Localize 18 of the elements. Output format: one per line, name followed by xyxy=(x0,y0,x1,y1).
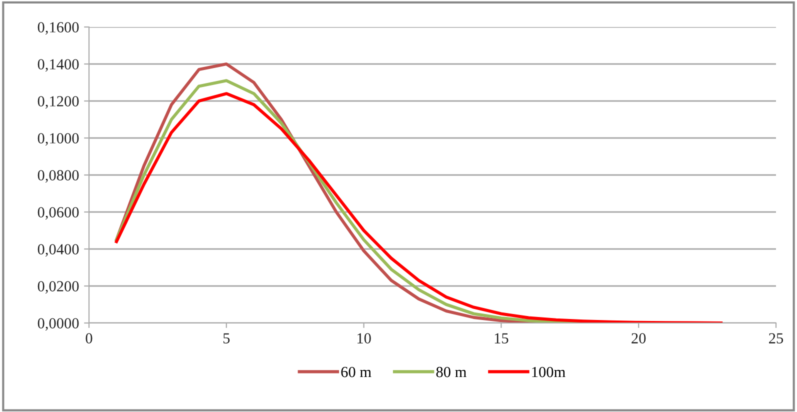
y-tick-label: 0,1600 xyxy=(38,22,79,35)
x-tick-label: 10 xyxy=(358,333,371,344)
y-tick-label: 0,0600 xyxy=(38,207,79,220)
y-tick-label: 0,1400 xyxy=(38,59,79,72)
y-tick-label: 0,0800 xyxy=(38,170,79,183)
legend-label: 60 m xyxy=(341,366,372,378)
legend-label: 80 m xyxy=(436,366,466,378)
y-tick-label: 0,0000 xyxy=(38,318,79,331)
y-tick-label: 0,0400 xyxy=(38,244,79,257)
x-tick-label: 0 xyxy=(86,333,92,344)
x-tick-label: 5 xyxy=(223,333,230,344)
legend-label: 100m xyxy=(532,366,566,378)
y-tick-label: 0,1000 xyxy=(38,133,79,146)
y-tick-label: 0,1200 xyxy=(38,96,79,109)
x-tick-label: 25 xyxy=(769,333,784,344)
y-tick-label: 0,0200 xyxy=(38,281,79,294)
x-tick-label: 20 xyxy=(632,333,646,344)
x-tick-label: 15 xyxy=(494,333,508,344)
